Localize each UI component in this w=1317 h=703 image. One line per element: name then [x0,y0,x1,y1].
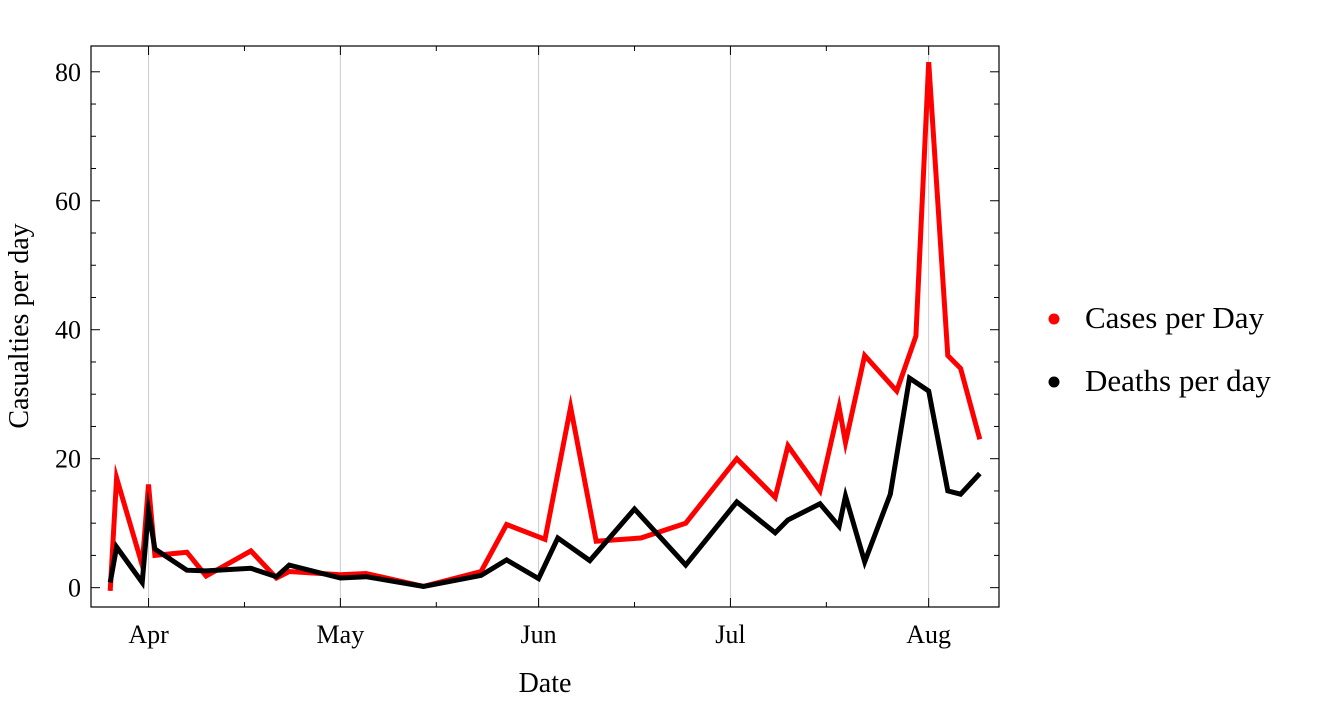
legend-marker [1048,376,1060,388]
y-tick-label: 20 [55,445,81,474]
x-tick-label: Jul [715,620,745,649]
x-tick-label: Jun [521,620,557,649]
legend-label: Deaths per day [1085,363,1271,398]
legend-marker [1048,313,1060,325]
grid-lines [148,46,930,607]
x-tick-label: May [317,620,365,649]
y-axis-title: Casualties per day [4,223,35,428]
x-tick-label: Apr [128,620,169,649]
legend: Cases per Day Deaths per day [1048,300,1271,398]
x-tick-label: Aug [906,620,951,649]
series-lines [107,61,983,592]
y-axis-ticks: 0 20 40 60 80 [55,58,999,603]
series-line-cases [107,61,983,592]
x-axis-title: Date [519,668,572,699]
y-tick-label: 0 [68,574,81,603]
legend-label: Cases per Day [1085,300,1265,335]
y-tick-label: 60 [55,187,81,216]
plot-frame [90,45,1000,608]
y-tick-label: 80 [55,58,81,87]
y-tick-label: 40 [55,316,81,345]
series-line-deaths [107,373,982,590]
x-axis-ticks: Apr May Jun Jul Aug [128,46,951,649]
